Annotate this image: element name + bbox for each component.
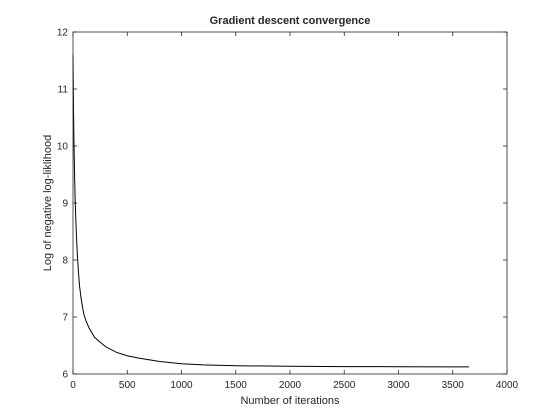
y-tick-label: 9	[62, 199, 68, 210]
y-tick-label: 11	[58, 85, 69, 96]
y-tick-label: 6	[62, 370, 68, 381]
x-tick-label: 3500	[442, 380, 465, 391]
x-tick-label: 2500	[333, 380, 356, 391]
y-tick-label: 10	[57, 142, 69, 153]
y-axis-ticks: 6 7 8 9 10 11 12	[57, 28, 507, 381]
chart-title: Gradient descent convergence	[210, 15, 371, 27]
x-tick-label: 3000	[387, 380, 410, 391]
y-tick-label: 8	[62, 256, 68, 267]
y-tick-label: 12	[57, 28, 69, 39]
y-tick-label: 7	[62, 313, 68, 324]
x-tick-label: 1500	[225, 380, 248, 391]
x-tick-label: 1000	[170, 380, 193, 391]
x-axis-ticks: 0 500 1000 1500 2000 2500 3000 3500 4000	[70, 32, 519, 391]
plot-frame	[72, 31, 508, 375]
x-tick-label: 0	[70, 380, 76, 391]
x-tick-label: 2000	[279, 380, 302, 391]
x-tick-label: 4000	[496, 380, 519, 391]
series-line	[72, 54, 470, 368]
y-axis-label: Log of negative log-liklihood	[42, 135, 54, 271]
x-tick-label: 500	[119, 380, 136, 391]
x-axis-label: Number of iterations	[240, 395, 340, 407]
